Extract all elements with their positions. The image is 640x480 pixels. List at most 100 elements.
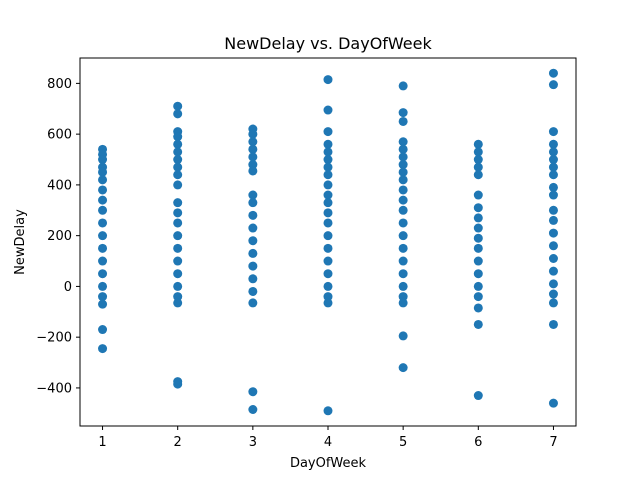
scatter-point xyxy=(248,190,258,200)
x-tick-label: 2 xyxy=(174,435,182,450)
y-tick-label: 600 xyxy=(47,128,72,143)
y-tick-label: 800 xyxy=(47,77,72,92)
scatter-point xyxy=(398,298,408,308)
scatter-point xyxy=(473,292,483,302)
scatter-point xyxy=(248,405,258,415)
scatter-point xyxy=(398,167,408,177)
scatter-point xyxy=(248,223,258,233)
scatter-point xyxy=(323,208,333,218)
scatter-point xyxy=(473,243,483,253)
scatter-point xyxy=(173,292,183,302)
scatter-point xyxy=(473,319,483,329)
scatter-point xyxy=(323,256,333,266)
scatter-point xyxy=(398,160,408,170)
scatter-point xyxy=(98,344,108,354)
scatter-point xyxy=(548,266,558,276)
scatter-point xyxy=(473,233,483,243)
scatter-point xyxy=(248,248,258,258)
scatter-point xyxy=(548,80,558,90)
scatter-point xyxy=(473,139,483,149)
scatter-point xyxy=(398,175,408,185)
scatter-point xyxy=(323,198,333,208)
x-tick-label: 7 xyxy=(549,435,557,450)
scatter-point xyxy=(473,155,483,165)
scatter-point xyxy=(398,218,408,228)
scatter-point xyxy=(548,398,558,408)
scatter-point xyxy=(398,281,408,291)
scatter-point xyxy=(398,144,408,154)
scatter-point xyxy=(173,155,183,165)
x-tick-label: 5 xyxy=(399,435,407,450)
scatter-point xyxy=(173,377,183,387)
scatter-point xyxy=(398,185,408,195)
scatter-point xyxy=(548,289,558,299)
scatter-point xyxy=(398,256,408,266)
scatter-point xyxy=(398,243,408,253)
scatter-point xyxy=(248,274,258,284)
scatter-point xyxy=(323,406,333,416)
x-axis-ticks: 1 2 3 4 5 6 7 xyxy=(98,426,558,450)
scatter-point xyxy=(398,81,408,91)
scatter-point xyxy=(548,319,558,329)
scatter-point xyxy=(173,109,183,119)
scatter-point xyxy=(398,292,408,302)
scatter-point xyxy=(323,269,333,279)
scatter-point xyxy=(173,218,183,228)
scatter-point xyxy=(248,129,258,139)
scatter-point xyxy=(548,228,558,238)
scatter-point xyxy=(98,185,108,195)
scatter-point xyxy=(548,253,558,263)
scatter-point xyxy=(398,195,408,205)
scatter-point xyxy=(398,269,408,279)
scatter-point xyxy=(173,256,183,266)
scatter-point xyxy=(248,261,258,271)
scatter-point xyxy=(473,303,483,313)
y-axis-label: NewDelay xyxy=(13,209,28,275)
y-axis-ticks: −400 −200 0 200 400 600 800 xyxy=(36,77,80,396)
scatter-point xyxy=(98,205,108,215)
scatter-point xyxy=(548,139,558,149)
scatter-point xyxy=(473,147,483,157)
scatter-point xyxy=(98,218,108,228)
scatter-point xyxy=(248,286,258,296)
scatter-point xyxy=(323,190,333,200)
scatter-point xyxy=(323,155,333,165)
scatter-point xyxy=(98,256,108,266)
chart-title: NewDelay vs. DayOfWeek xyxy=(224,34,432,53)
scatter-point xyxy=(323,170,333,180)
scatter-point xyxy=(323,243,333,253)
scatter-point xyxy=(173,298,183,308)
scatter-point xyxy=(98,243,108,253)
scatter-point xyxy=(173,170,183,180)
x-tick-label: 6 xyxy=(474,435,482,450)
scatter-point xyxy=(173,231,183,241)
y-tick-label: −400 xyxy=(36,381,72,396)
scatter-point xyxy=(323,180,333,190)
scatter-point xyxy=(248,137,258,147)
scatter-point xyxy=(173,180,183,190)
scatter-point xyxy=(398,152,408,162)
scatter-point xyxy=(323,162,333,172)
scatter-point xyxy=(173,198,183,208)
scatter-point xyxy=(173,132,183,142)
scatter-point xyxy=(548,127,558,137)
scatter-point xyxy=(323,147,333,157)
scatter-point xyxy=(248,198,258,208)
scatter-point xyxy=(473,269,483,279)
data-points xyxy=(98,68,558,416)
scatter-point xyxy=(98,175,108,185)
scatter-point xyxy=(248,166,258,176)
y-tick-label: 400 xyxy=(47,178,72,193)
scatter-point xyxy=(98,292,108,302)
scatter-point xyxy=(248,144,258,154)
scatter-point xyxy=(323,127,333,137)
scatter-point xyxy=(248,236,258,246)
scatter-point xyxy=(548,279,558,289)
scatter-point xyxy=(548,298,558,308)
scatter-point xyxy=(323,105,333,115)
scatter-point xyxy=(548,190,558,200)
scatter-point xyxy=(473,223,483,233)
y-tick-label: −200 xyxy=(36,331,72,346)
scatter-point xyxy=(173,139,183,149)
